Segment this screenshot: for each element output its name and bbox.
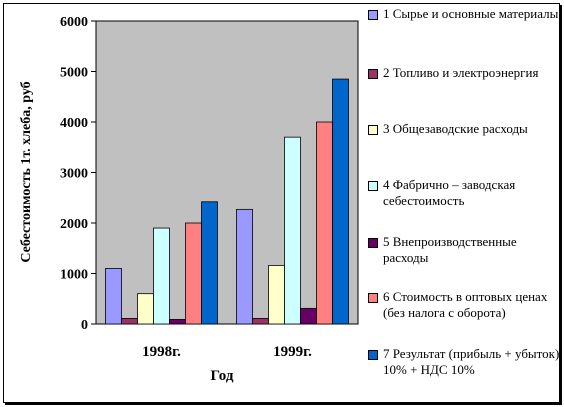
- y-tick-label: 4000: [60, 116, 88, 131]
- legend-label: 4 Фабрично – заводская себестоимость: [383, 177, 516, 208]
- bar-4-2: [284, 136, 301, 325]
- bar-5-2: [300, 307, 317, 325]
- bar-4-1: [153, 227, 170, 325]
- legend-swatch: [368, 10, 378, 20]
- y-tick-label: 1000: [60, 268, 88, 283]
- legend-label: 2 Топливо и электроэнергия: [383, 65, 539, 80]
- bar-2-2: [252, 318, 269, 325]
- bar-7-2: [332, 78, 349, 325]
- legend-label: 5 Внепроизводственные расходы: [383, 234, 517, 265]
- bar-3-2: [268, 265, 285, 325]
- legend-swatch: [368, 350, 378, 360]
- bar-7-1: [201, 201, 218, 325]
- legend-label: 7 Результат (прибыль + убыток) 10% + НДС…: [383, 346, 560, 377]
- legend-swatch: [368, 293, 378, 303]
- y-tick-label: 0: [81, 318, 88, 333]
- category-label: 1998г.: [142, 344, 181, 360]
- category-label: 1999г.: [273, 344, 312, 360]
- bar-5-1: [169, 319, 186, 325]
- bar-6-1: [185, 222, 202, 325]
- legend-swatch: [368, 181, 378, 191]
- legend-swatch: [368, 69, 378, 79]
- y-axis-label: Себестоимость 1т. хлеба, руб: [19, 81, 34, 262]
- y-tick-label: 3000: [60, 167, 88, 182]
- legend-label: 3 Общезаводские расходы: [383, 121, 528, 136]
- y-tick-label: 6000: [60, 15, 88, 30]
- legend-swatch: [368, 125, 378, 135]
- bar-3-1: [137, 293, 154, 325]
- bar-1-1: [105, 268, 122, 325]
- legend-label: 6 Стоимость в оптовых ценах (без налога …: [383, 289, 548, 320]
- bar-6-2: [316, 121, 333, 325]
- bar-2-1: [121, 318, 138, 325]
- y-tick-label: 5000: [60, 66, 88, 81]
- y-tick-label: 2000: [60, 217, 88, 232]
- legend-label: 1 Сырье и основные материалы: [383, 6, 559, 21]
- x-axis-label: Год: [211, 368, 234, 384]
- plot-area: [95, 20, 359, 325]
- bar-1-2: [236, 208, 253, 325]
- legend-swatch: [368, 238, 378, 248]
